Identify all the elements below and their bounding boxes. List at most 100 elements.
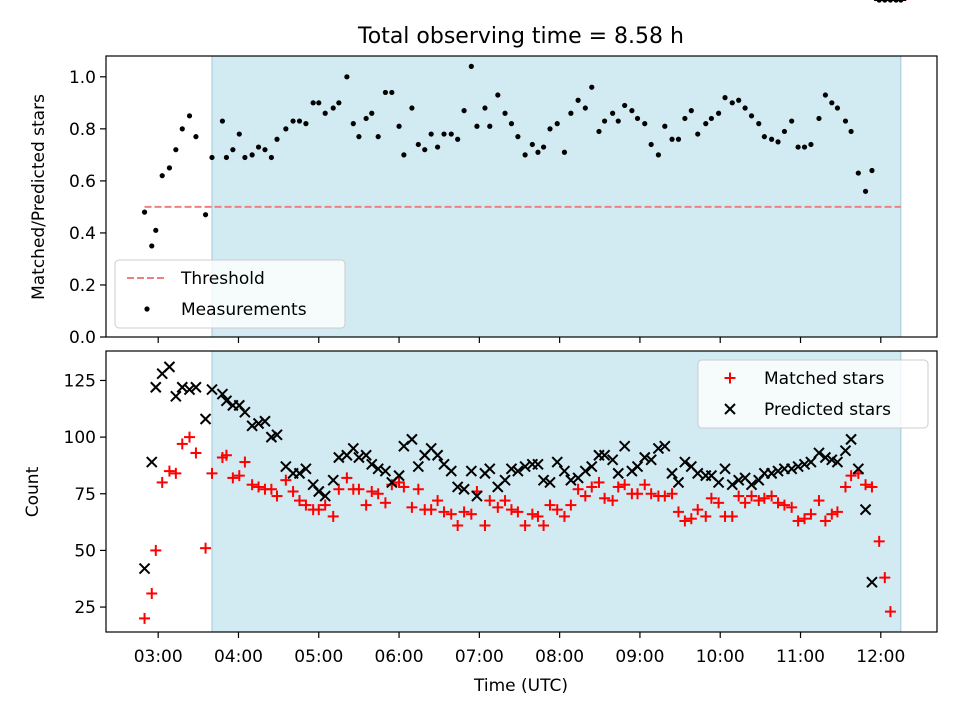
- data-point: [508, 121, 515, 127]
- data-point: [353, 483, 365, 495]
- data-point: [537, 474, 550, 486]
- data-point: [170, 390, 182, 403]
- data-point: [666, 467, 678, 480]
- data-point: [645, 454, 657, 466]
- data-point: [805, 508, 817, 520]
- data-point: [239, 456, 251, 468]
- data-point: [765, 467, 778, 480]
- data-point: [347, 442, 359, 455]
- data-point: [274, 136, 280, 142]
- data-point: [290, 118, 296, 124]
- data-point: [659, 490, 671, 502]
- data-point: [769, 136, 775, 142]
- y-axis-label-ratio: Matched/Predicted stars: [29, 94, 49, 300]
- data-point: [389, 89, 395, 96]
- data-point: [798, 458, 811, 471]
- data-point: [639, 451, 651, 464]
- data-point: [293, 495, 305, 507]
- data-point: [799, 513, 811, 525]
- data-point: [471, 490, 483, 502]
- data-point: [859, 503, 872, 516]
- data-point: [813, 495, 825, 507]
- data-point: [726, 478, 738, 491]
- data-point: [813, 447, 825, 459]
- data-point: [679, 515, 691, 527]
- data-point: [845, 433, 857, 446]
- data-point: [179, 126, 185, 132]
- data-point: [772, 465, 784, 477]
- data-point: [579, 465, 592, 477]
- data-point: [190, 381, 202, 393]
- data-point: [322, 110, 328, 116]
- data-point: [519, 519, 531, 531]
- data-point: [631, 460, 644, 473]
- data-point: [761, 134, 767, 140]
- x-tick-label: 08:00: [535, 647, 584, 667]
- data-point: [652, 442, 665, 455]
- data-point: [535, 149, 541, 155]
- data-point: [672, 506, 684, 518]
- data-point: [554, 121, 560, 127]
- data-point: [425, 504, 437, 516]
- data-point: [855, 170, 861, 176]
- data-point: [612, 481, 624, 493]
- data-point: [360, 449, 372, 461]
- data-point: [705, 492, 717, 504]
- legend-1: Matched stars Predicted stars: [697, 359, 929, 429]
- data-point: [262, 147, 268, 153]
- data-point: [753, 495, 765, 507]
- data-point: [356, 134, 362, 140]
- data-point: [561, 149, 568, 155]
- legend-label: Matched stars: [764, 369, 884, 389]
- data-point: [866, 576, 878, 588]
- data-point: [313, 485, 325, 498]
- data-point: [748, 113, 755, 119]
- data-point: [733, 490, 745, 502]
- data-point: [645, 488, 657, 500]
- y-tick-label: 1.0: [69, 68, 96, 88]
- data-point: [484, 495, 496, 507]
- data-point: [495, 92, 501, 98]
- data-point: [772, 497, 784, 509]
- data-point: [816, 115, 822, 122]
- data-point: [163, 361, 176, 373]
- y-tick-label: 50: [74, 541, 96, 561]
- data-point: [438, 506, 450, 518]
- data-point: [766, 490, 778, 502]
- data-point: [775, 139, 781, 145]
- data-point: [712, 476, 725, 489]
- data-point: [606, 454, 619, 466]
- data-point: [252, 417, 265, 430]
- ratio-panel: 0.0 0.2 0.4 0.6 0.8 1.0 Threshold Measurements: [69, 0, 938, 348]
- data-point: [615, 118, 621, 124]
- data-point: [344, 74, 350, 80]
- data-point: [445, 508, 457, 520]
- data-point: [862, 188, 869, 194]
- data-point: [163, 465, 175, 477]
- data-point: [452, 519, 464, 531]
- x-tick-label: 09:00: [615, 647, 664, 667]
- data-point: [150, 544, 162, 556]
- data-point: [848, 128, 854, 135]
- data-point: [505, 463, 518, 475]
- data-point: [296, 118, 303, 124]
- data-point: [468, 63, 474, 70]
- x-tick-label: 05:00: [294, 647, 343, 667]
- data-point: [310, 100, 316, 106]
- data-point: [313, 504, 325, 516]
- data-point: [209, 154, 215, 161]
- data-point: [233, 470, 245, 482]
- data-point: [884, 606, 896, 618]
- data-point: [672, 476, 685, 489]
- data-point: [515, 134, 521, 140]
- data-point: [220, 449, 232, 461]
- data-point: [220, 395, 233, 407]
- data-point: [666, 488, 678, 500]
- data-point: [685, 513, 697, 525]
- data-point: [206, 383, 218, 396]
- x-tick-label: 10:00: [696, 647, 745, 667]
- data-point: [778, 499, 790, 511]
- data-point: [146, 587, 158, 599]
- data-point: [547, 126, 553, 132]
- data-point: [792, 460, 804, 473]
